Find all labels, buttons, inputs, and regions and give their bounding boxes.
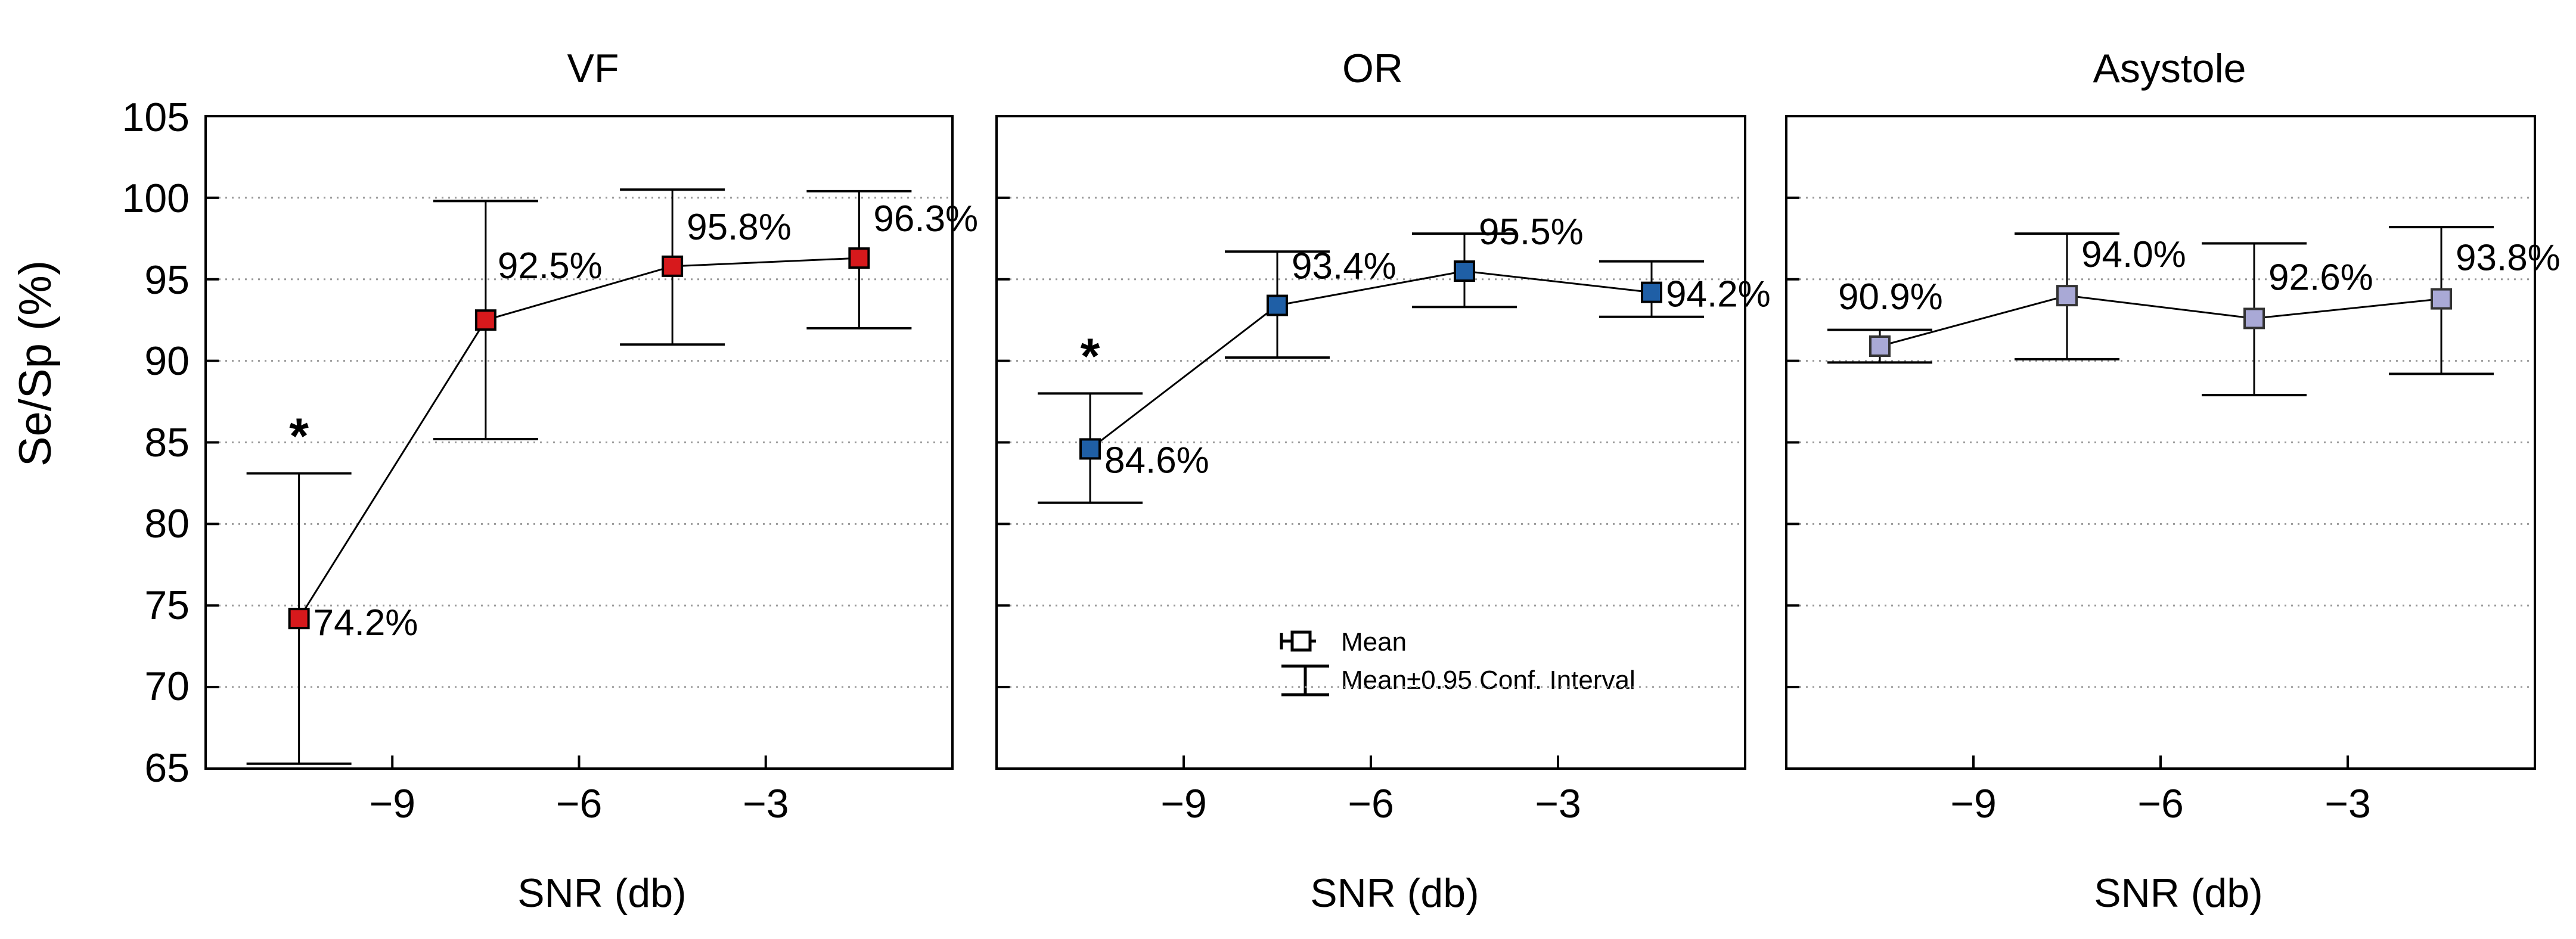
data-label: 92.6% bbox=[2268, 257, 2373, 298]
data-label: 90.9% bbox=[1838, 276, 1943, 318]
x-tick-label: −6 bbox=[1348, 781, 1394, 826]
y-axis-title: Se/Sp (%) bbox=[10, 260, 61, 467]
x-tick-label: −9 bbox=[369, 781, 415, 826]
data-label: 84.6% bbox=[1104, 440, 1209, 481]
y-tick-labels: 65 70 75 80 85 90 95 100 105 bbox=[122, 95, 190, 791]
data-point bbox=[1079, 438, 1101, 460]
data-point bbox=[1869, 335, 1891, 357]
legend-mean-label: Mean bbox=[1341, 627, 1407, 657]
panel-title: Asystole bbox=[2093, 46, 2246, 91]
y-tick-label: 80 bbox=[144, 501, 190, 546]
legend-ci-symbol bbox=[1281, 664, 1329, 697]
y-tick-label: 100 bbox=[122, 176, 190, 221]
y-tick-label: 85 bbox=[144, 420, 190, 465]
x-tick-label: −3 bbox=[2324, 781, 2371, 826]
data-label: 92.5% bbox=[498, 245, 603, 287]
y-tick-label: 90 bbox=[144, 338, 190, 384]
y-tick-label: 70 bbox=[144, 664, 190, 709]
x-tick-label: −3 bbox=[1535, 781, 1581, 826]
x-tick-label: −6 bbox=[2137, 781, 2184, 826]
panel-or: OR SNR (db) Mean Mean±0.95 Conf. Interva… bbox=[995, 46, 1771, 916]
data-point bbox=[1641, 281, 1662, 303]
y-tick-label: 75 bbox=[144, 583, 190, 628]
y-tick-label: 65 bbox=[144, 745, 190, 791]
significance-asterisk: * bbox=[289, 408, 309, 464]
series-line bbox=[1090, 270, 1652, 450]
series-line bbox=[298, 257, 859, 619]
significance-asterisk: * bbox=[1081, 328, 1100, 384]
data-point bbox=[474, 309, 496, 331]
data-point bbox=[2431, 288, 2452, 310]
y-tick-label: 95 bbox=[144, 257, 190, 303]
data-label: 95.8% bbox=[687, 207, 792, 248]
data-point bbox=[288, 608, 310, 630]
data-label: 94.2% bbox=[1666, 274, 1771, 315]
data-point bbox=[1267, 294, 1288, 316]
legend-mean-symbol bbox=[1280, 630, 1316, 652]
data-label: 94.0% bbox=[2081, 234, 2186, 275]
panel-title: OR bbox=[1342, 46, 1403, 91]
panel-asystole: Asystole SNR (db) −9 −6 −3 90.9% 94.0% 92.6% 9… bbox=[1785, 46, 2561, 916]
data-point bbox=[2056, 285, 2078, 307]
data-label: 95.5% bbox=[1479, 212, 1584, 253]
x-axis-title: SNR (db) bbox=[517, 870, 686, 916]
series-line bbox=[1879, 294, 2442, 347]
x-axis-title: SNR (db) bbox=[2094, 870, 2262, 916]
legend-ci-label: Mean±0.95 Conf. Interval bbox=[1341, 666, 1635, 695]
x-tick-label: −3 bbox=[743, 781, 789, 826]
data-label: 93.8% bbox=[2456, 238, 2561, 279]
panel-title: VF bbox=[567, 46, 619, 91]
data-point bbox=[1454, 260, 1475, 282]
x-axis-title: SNR (db) bbox=[1310, 870, 1479, 916]
data-label: 96.3% bbox=[873, 198, 978, 240]
data-point bbox=[662, 255, 684, 277]
panel-vf: VF SNR (db) −9 −6 −3 74.2% * 92.5% 95.8% 96.3% bbox=[204, 46, 978, 916]
data-point bbox=[848, 247, 870, 269]
legend: Mean Mean±0.95 Conf. Interval bbox=[1280, 627, 1635, 697]
data-point bbox=[2243, 307, 2265, 329]
x-tick-label: −9 bbox=[1950, 781, 1997, 826]
data-label: 93.4% bbox=[1292, 246, 1396, 287]
y-tick-label: 105 bbox=[122, 95, 190, 140]
x-tick-label: −6 bbox=[556, 781, 603, 826]
x-tick-label: −9 bbox=[1160, 781, 1207, 826]
data-label: 74.2% bbox=[314, 602, 418, 643]
